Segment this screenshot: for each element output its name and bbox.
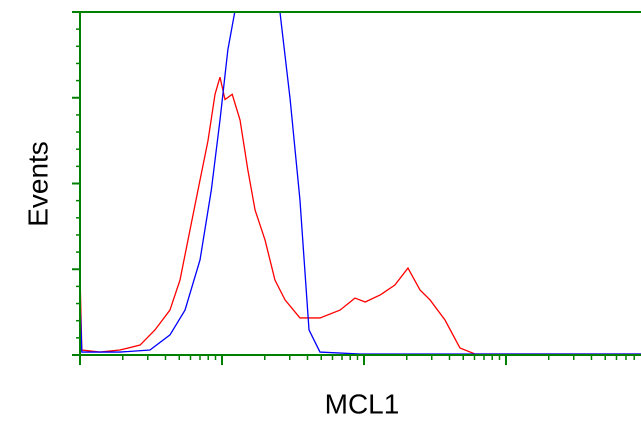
series-line bbox=[80, 76, 641, 355]
y-axis-label: Events bbox=[22, 141, 53, 227]
series-line bbox=[80, 12, 641, 355]
plot-area bbox=[80, 12, 641, 355]
x-axis-label: MCL1 bbox=[325, 388, 400, 419]
